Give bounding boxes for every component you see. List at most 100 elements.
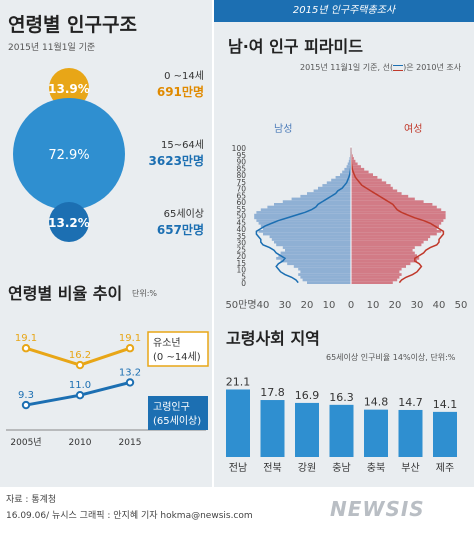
age-structure-bubbles: 13.9% 72.9% 13.2% 0 ~14세 691만명 15~64세 36… <box>13 68 204 242</box>
elder-count: 657만명 <box>157 222 204 237</box>
female-bar <box>351 184 391 187</box>
trend-point <box>21 344 31 353</box>
female-bar <box>351 273 402 276</box>
male-bar <box>302 278 351 282</box>
region-label: 전북 <box>263 462 281 474</box>
male-bar <box>276 257 351 260</box>
female-bar <box>351 170 369 174</box>
female-bar <box>351 208 442 212</box>
age-tick: 25 <box>236 245 246 254</box>
trend-point <box>125 344 135 353</box>
population-tick: 20 <box>301 300 314 311</box>
female-bar <box>351 265 406 268</box>
age-tick: 60 <box>236 198 246 207</box>
female-bar <box>351 189 398 193</box>
region-value: 21.1 <box>226 375 251 388</box>
bubble-working-label: 72.9% <box>48 148 89 163</box>
pyramid-subtitle-end: )은 2010년 조사 <box>403 63 462 72</box>
female-bar <box>351 211 446 214</box>
male-bar <box>347 162 351 166</box>
youth-legend-line2: (0 ~14세) <box>153 351 201 363</box>
trend-title: 연령별 비율 추이 <box>8 284 123 303</box>
elder-legend-box <box>148 396 208 430</box>
female-bar <box>351 186 393 190</box>
region-value: 14.7 <box>398 396 423 409</box>
female-bar <box>351 238 428 241</box>
male-bar <box>326 181 351 185</box>
regions-subtitle: 65세이상 인구비율 14%이상, 단위:% <box>326 353 456 362</box>
trend-value-label: 13.2 <box>119 367 141 378</box>
regions-title: 고령사회 지역 <box>226 329 320 348</box>
region-bar <box>226 389 250 457</box>
source-text: 자료 : 통계청 <box>6 495 57 505</box>
male-bar <box>340 173 351 176</box>
male-bar <box>300 275 351 279</box>
male-bar <box>274 240 351 244</box>
region-label: 강원 <box>298 462 316 474</box>
region-label: 충북 <box>367 462 385 474</box>
male-bar <box>285 248 351 252</box>
age-tick: 85 <box>236 164 246 173</box>
population-tick: 10 <box>323 300 336 311</box>
newsis-logo: NEWSIS <box>330 497 425 521</box>
pyramid-title: 남·여 인구 피라미드 <box>228 37 363 56</box>
region-value: 14.8 <box>364 396 389 409</box>
credit-text: 16.09.06/ 뉴시스 그래픽 : 안지혜 기자 hokma@newsis.… <box>6 511 253 521</box>
region-label: 충남 <box>332 462 350 474</box>
female-bar <box>351 235 431 239</box>
age-tick: 35 <box>236 232 246 241</box>
region-label: 부산 <box>401 462 419 474</box>
age-tick: 30 <box>236 239 246 248</box>
youth-legend-line1: 유소년 <box>153 337 181 349</box>
female-bar <box>351 216 446 220</box>
region-value: 16.3 <box>329 391 354 404</box>
male-bar <box>263 232 351 236</box>
age-tick: 70 <box>236 185 246 194</box>
female-bar <box>351 278 398 282</box>
female-bar <box>351 243 422 247</box>
age-tick: 40 <box>236 225 246 234</box>
population-tick: 40 <box>257 300 270 311</box>
female-bar <box>351 275 400 279</box>
female-bar <box>351 162 358 166</box>
age-tick: 100 <box>232 144 247 153</box>
female-bar <box>351 232 437 236</box>
male-bar <box>260 224 351 228</box>
age-tick: 20 <box>236 252 246 261</box>
female-bar <box>351 254 417 257</box>
trend-value-label: 9.3 <box>18 390 34 401</box>
trend-point <box>125 378 135 387</box>
male-bar <box>280 251 351 255</box>
region-label: 전남 <box>229 462 247 474</box>
male-bar <box>344 167 351 171</box>
male-bar <box>307 192 351 195</box>
male-bar <box>269 235 351 239</box>
region-bar <box>364 409 388 457</box>
female-bar <box>351 159 356 163</box>
female-bar <box>351 154 353 158</box>
region-bar <box>433 411 457 457</box>
youth-range: 0 ~14세 <box>164 70 204 82</box>
age-tick: 15 <box>236 259 246 268</box>
trend-chart: 2005년 2010 2015 19.1 16.2 19.1 9.3 11.0 13.2 유소년… <box>6 331 209 448</box>
male-label: 남성 <box>274 123 292 135</box>
age-tick: 0 <box>241 279 246 288</box>
female-bar <box>351 165 361 168</box>
male-bar <box>280 259 351 263</box>
male-bar <box>282 246 351 249</box>
female-bar <box>351 219 444 222</box>
female-bar <box>351 259 417 263</box>
male-bar <box>335 176 351 179</box>
male-bar <box>348 159 351 163</box>
census-banner: 2015년 인구주택총조사 <box>214 0 474 22</box>
female-bar <box>351 227 437 230</box>
male-bar <box>282 200 351 203</box>
female-bar <box>351 205 437 209</box>
male-bar <box>258 230 351 233</box>
region-value: 17.8 <box>260 386 285 399</box>
male-bar <box>313 189 351 193</box>
pyramid-subtitle: 2015년 11월1일 기준, 선()은 2010년 조사 <box>300 62 461 73</box>
male-bar <box>276 243 351 247</box>
population-tick: 10 <box>367 300 380 311</box>
male-bar <box>278 254 351 257</box>
